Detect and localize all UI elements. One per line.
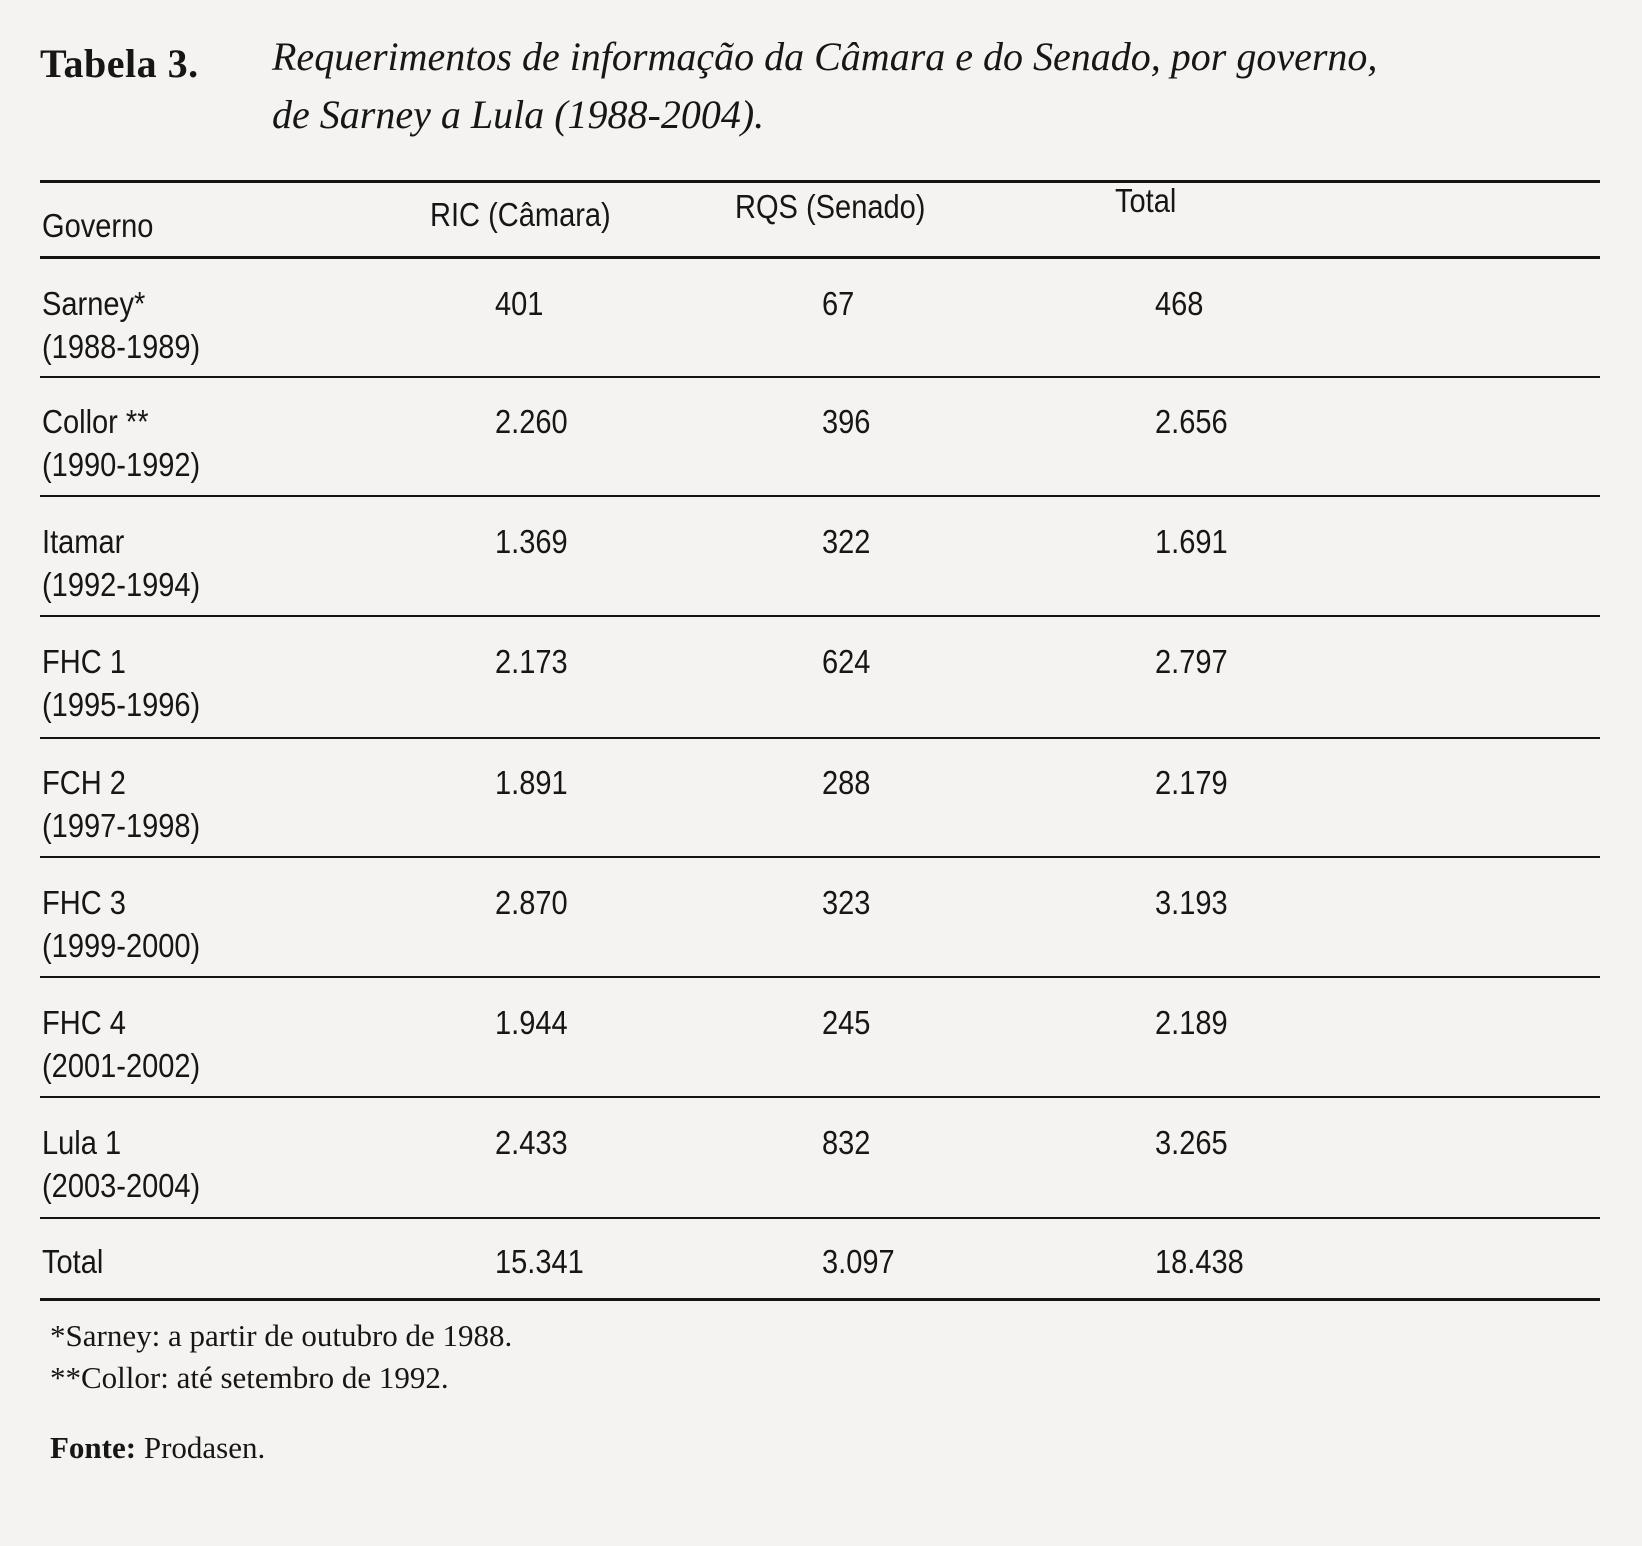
cell-rqs: 67 — [822, 285, 855, 322]
cell-governo: FHC 1 (1995-1996) — [42, 640, 200, 726]
row-divider — [40, 1096, 1600, 1098]
total-rqs: 3.097 — [822, 1243, 895, 1280]
cell-governo: Itamar (1992-1994) — [42, 520, 200, 606]
cell-years: (1988-1989) — [42, 328, 201, 365]
row-divider — [40, 737, 1600, 739]
row-divider — [40, 1217, 1600, 1219]
cell-governo: Sarney* (1988-1989) — [42, 282, 200, 368]
source-label: Fonte: — [50, 1430, 137, 1465]
row-divider — [40, 976, 1600, 978]
cell-total: 2.179 — [1155, 764, 1228, 801]
table-title-line-2: de Sarney a Lula (1988-2004). — [272, 92, 765, 137]
cell-rqs: 624 — [822, 643, 871, 680]
cell-total: 1.691 — [1155, 523, 1228, 560]
cell-total: 2.797 — [1155, 643, 1228, 680]
total-total: 18.438 — [1155, 1243, 1244, 1280]
row-divider — [40, 856, 1600, 858]
source-note: Fonte: Prodasen. — [50, 1430, 265, 1466]
cell-rqs: 322 — [822, 523, 871, 560]
header-ric: RIC (Câmara) — [430, 196, 611, 233]
cell-years: (1999-2000) — [42, 927, 201, 964]
table-top-rule — [40, 180, 1600, 183]
row-divider — [40, 615, 1600, 617]
footnote-sarney: *Sarney: a partir de outubro de 1988. — [50, 1318, 513, 1353]
cell-years: (2001-2002) — [42, 1047, 201, 1084]
cell-years: (1997-1998) — [42, 807, 201, 844]
cell-rqs: 323 — [822, 884, 871, 921]
cell-ric: 2.173 — [495, 643, 568, 680]
total-ric: 15.341 — [495, 1243, 584, 1280]
cell-years: (1995-1996) — [42, 686, 201, 723]
row-divider — [40, 376, 1600, 378]
cell-years: (2003-2004) — [42, 1167, 201, 1204]
cell-governo: FCH 2 (1997-1998) — [42, 761, 200, 847]
cell-total: 3.265 — [1155, 1124, 1228, 1161]
cell-rqs: 832 — [822, 1124, 871, 1161]
cell-governo: FHC 3 (1999-2000) — [42, 881, 200, 967]
cell-ric: 401 — [495, 285, 544, 322]
footnote-collor: **Collor: até setembro de 1992. — [50, 1360, 449, 1395]
table-number: Tabela 3. — [40, 41, 199, 86]
table-title-line-1: Requerimentos de informação da Câmara e … — [272, 34, 1378, 79]
cell-years: (1992-1994) — [42, 566, 201, 603]
cell-ric: 2.260 — [495, 403, 568, 440]
cell-total: 2.189 — [1155, 1004, 1228, 1041]
cell-ric: 2.870 — [495, 884, 568, 921]
header-governo: Governo — [42, 207, 154, 244]
row-divider — [40, 495, 1600, 497]
cell-ric: 1.891 — [495, 764, 568, 801]
table-bottom-rule — [40, 1298, 1600, 1301]
cell-ric: 1.369 — [495, 523, 568, 560]
cell-governo: Lula 1 (2003-2004) — [42, 1121, 200, 1207]
cell-years: (1990-1992) — [42, 446, 201, 483]
cell-total: 2.656 — [1155, 403, 1228, 440]
cell-governo: FHC 4 (2001-2002) — [42, 1001, 200, 1087]
cell-total: 3.193 — [1155, 884, 1228, 921]
cell-rqs: 396 — [822, 403, 871, 440]
cell-rqs: 245 — [822, 1004, 871, 1041]
header-total: Total — [1115, 182, 1177, 219]
header-rqs: RQS (Senado) — [735, 188, 926, 225]
table-title: Requerimentos de informação da Câmara e … — [272, 28, 1592, 144]
cell-governo: Collor ** (1990-1992) — [42, 400, 200, 486]
cell-total: 468 — [1155, 285, 1204, 322]
table-header-rule — [40, 256, 1600, 259]
cell-rqs: 288 — [822, 764, 871, 801]
source-value: Prodasen. — [143, 1430, 266, 1465]
cell-ric: 2.433 — [495, 1124, 568, 1161]
cell-ric: 1.944 — [495, 1004, 568, 1041]
total-label: Total — [42, 1243, 104, 1280]
